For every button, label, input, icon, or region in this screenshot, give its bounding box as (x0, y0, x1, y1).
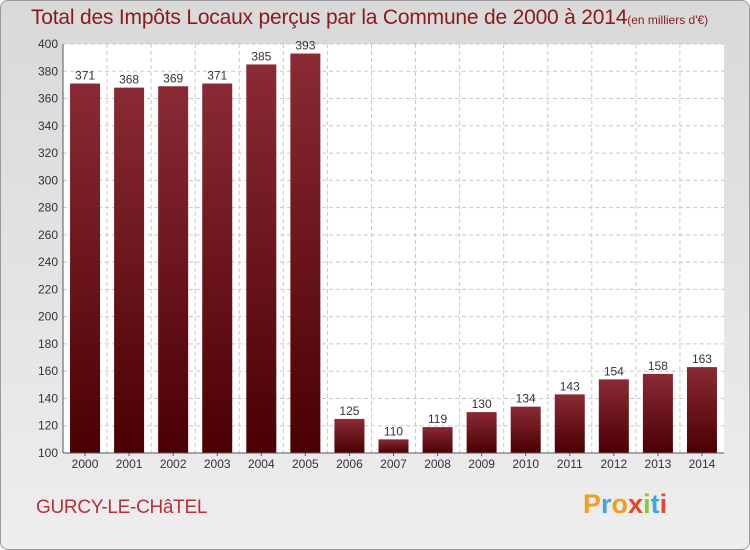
logo-letter: o (611, 489, 629, 519)
logo-letter: x (628, 489, 644, 519)
y-tick-label: 400 (38, 37, 58, 51)
bar (598, 379, 629, 453)
x-tick-label: 2002 (160, 457, 187, 471)
y-tick-label: 200 (38, 310, 58, 324)
y-tick-label: 360 (38, 92, 58, 106)
bar (246, 64, 277, 453)
bar (554, 394, 585, 453)
x-tick-label: 2013 (645, 457, 672, 471)
title-text: Total des Impôts Locaux perçus par la Co… (31, 6, 628, 29)
bar-value-label: 385 (251, 49, 271, 63)
logo-letter: i (659, 489, 668, 519)
x-tick-label: 2004 (248, 457, 275, 471)
x-axis: 2000 2001 2002 2003 2004 2005 2006 2007 2008 2009… (63, 452, 724, 471)
y-tick-label: 380 (38, 64, 58, 78)
y-tick-label: 120 (38, 419, 58, 433)
bar (378, 439, 409, 453)
bar-value-label: 119 (428, 412, 447, 426)
bar (202, 83, 233, 453)
x-tick-label: 2003 (204, 457, 231, 471)
bar-value-label: 154 (604, 364, 624, 378)
x-tick-label: 2009 (468, 457, 495, 471)
x-tick-label: 2010 (512, 457, 539, 471)
y-tick-label: 260 (38, 228, 58, 242)
bar (686, 367, 717, 453)
logo-letter: i (643, 489, 651, 519)
bar-value-label: 134 (516, 392, 536, 406)
y-tick-label: 160 (38, 364, 58, 378)
chart-title: Total des Impôts Locaux perçus par la Co… (31, 6, 708, 30)
bar (70, 83, 101, 453)
grid-lines (62, 43, 724, 454)
y-tick-label: 300 (38, 173, 58, 187)
bar (114, 87, 145, 454)
x-tick-label: 2014 (689, 457, 716, 471)
bar-value-label: 125 (339, 404, 359, 418)
bar-value-label: 143 (560, 379, 580, 393)
bar-value-label: 163 (692, 352, 712, 366)
bar-value-label: 368 (119, 73, 139, 87)
bar (334, 418, 365, 453)
bars (70, 53, 717, 454)
logo-letter: r (601, 489, 612, 519)
bar-value-label: 371 (75, 69, 95, 83)
y-tick-label: 180 (38, 337, 58, 351)
x-tick-label: 2012 (600, 457, 627, 471)
bar-value-label: 110 (384, 424, 403, 438)
bar-value-label: 369 (163, 71, 183, 85)
bar (290, 53, 321, 453)
bar (510, 406, 541, 453)
value-labels: 371 368 369 371 385 393 125 110 119 130 134 143 154 1… (75, 39, 712, 439)
bar-value-label: 371 (207, 69, 227, 83)
x-tick-label: 2007 (380, 457, 407, 471)
y-tick-label: 320 (38, 146, 58, 160)
bar-value-label: 158 (648, 359, 668, 373)
bar (466, 412, 497, 453)
bar-value-label: 393 (295, 39, 315, 53)
bar (642, 373, 673, 453)
title-unit: (en milliers d'€) (627, 13, 709, 27)
x-tick-label: 2011 (557, 457, 583, 471)
x-tick-label: 2006 (336, 457, 363, 471)
proxiti-logo: Proxiti (583, 489, 667, 520)
logo-letter: P (583, 489, 602, 519)
y-axis: 100 120 140 160 180 200 220 240 260 280 300 320 340 3… (38, 37, 64, 460)
bar (422, 427, 453, 453)
bar-value-label: 130 (472, 397, 492, 411)
bar (158, 86, 189, 453)
y-tick-label: 140 (38, 391, 58, 405)
y-tick-label: 100 (38, 446, 58, 460)
y-tick-label: 280 (38, 201, 58, 215)
y-tick-label: 240 (38, 255, 58, 269)
y-tick-label: 220 (38, 282, 58, 296)
commune-name: GURCY-LE-CHâTEL (36, 497, 208, 518)
x-tick-label: 2001 (116, 457, 143, 471)
logo-letter: t (650, 489, 660, 519)
x-tick-label: 2000 (72, 457, 99, 471)
x-tick-label: 2005 (292, 457, 319, 471)
y-tick-label: 340 (38, 119, 58, 133)
x-tick-label: 2008 (424, 457, 451, 471)
